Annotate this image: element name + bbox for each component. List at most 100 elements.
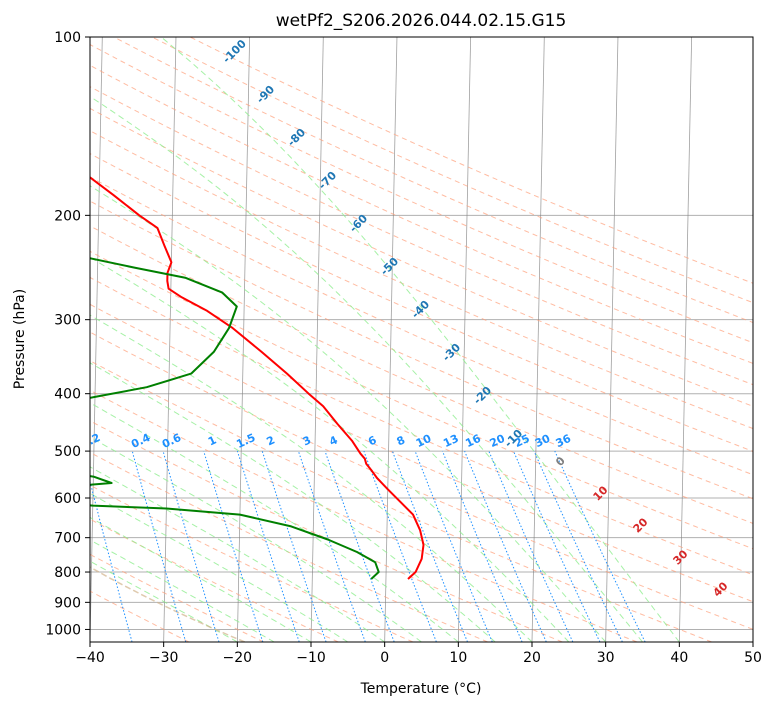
- dry-adiabat-label: -80: [285, 126, 308, 149]
- x-tick-label: 0: [380, 650, 389, 666]
- mixing-ratio-line: [203, 450, 264, 642]
- dry-adiabat-line: [90, 590, 190, 642]
- dry-adiabat-line: [90, 86, 753, 386]
- dry-adiabat-line: [90, 130, 753, 430]
- dry-adiabat-label: -90: [254, 83, 277, 106]
- mixing-ratio-label: 10: [414, 432, 434, 450]
- y-tick-label: 500: [54, 444, 81, 460]
- dry-adiabat-line: [90, 200, 753, 500]
- isotherm-line: [531, 37, 545, 642]
- moist-adiabat-line: [90, 256, 570, 642]
- dry-adiabat-label: 20: [631, 515, 651, 535]
- moist-adiabat-line: [90, 185, 607, 642]
- mixing-ratio-line: [363, 450, 437, 642]
- moist-adiabat-line: [160, 37, 680, 642]
- dry-adiabat-label: -30: [440, 341, 463, 364]
- moist-adiabat-line: [90, 436, 422, 642]
- mixing-ratio-line: [261, 450, 327, 642]
- dry-adiabat-line: [90, 276, 753, 576]
- dry-adiabat-line: [90, 176, 753, 476]
- x-tick-label: 40: [670, 650, 688, 666]
- temperature-line: [90, 176, 425, 580]
- dry-adiabat-line: [90, 331, 753, 630]
- mixing-ratio-label: 36: [554, 432, 574, 450]
- x-tick-label: 30: [597, 650, 615, 666]
- mixing-ratio-label: 0.6: [160, 431, 183, 451]
- mixing-ratio-label: 0.4: [129, 431, 152, 451]
- x-axis-ticks: −40 −30 −20 −10 0 10 20 30 40 50: [75, 642, 762, 666]
- isotherm-line: [752, 622, 753, 642]
- mixing-ratio-label: 13: [441, 432, 460, 450]
- dry-adiabat-label: -100: [220, 37, 249, 66]
- isotherm-line: [310, 37, 324, 642]
- mixing-ratio-line: [236, 450, 300, 642]
- x-tick-label: 50: [744, 650, 762, 666]
- y-tick-label: 900: [54, 595, 81, 611]
- y-axis-label: Pressure (hPa): [12, 289, 28, 389]
- mixing-ratio-label: 3: [301, 433, 313, 448]
- mixing-ratio-line: [442, 450, 523, 642]
- profile-lines: [90, 176, 425, 580]
- moist-adiabat-line: [90, 314, 533, 642]
- mixing-ratio-line: [554, 450, 646, 642]
- mixing-ratio-line: [90, 479, 133, 642]
- dry-adiabat-label: 0: [553, 454, 568, 469]
- isotherm-line: [457, 37, 472, 642]
- moist-adiabat-line: [90, 560, 238, 642]
- mixing-ratio-label: 8: [395, 433, 407, 448]
- x-axis-label: Temperature (°C): [360, 681, 482, 697]
- moist-adiabat-line: [90, 362, 496, 642]
- dry-adiabat-line: [90, 250, 753, 550]
- mixing-ratio-label: 20: [488, 432, 508, 450]
- mixing-ratio-label: 1.5: [234, 431, 257, 451]
- dry-adiabat-label: -20: [471, 384, 494, 407]
- dry-adiabat-label: 30: [671, 547, 691, 567]
- moist-adiabat-line: [90, 492, 349, 642]
- isotherm-line: [163, 37, 177, 642]
- mixing-ratio-line: [162, 450, 220, 642]
- y-tick-label: 800: [54, 565, 81, 581]
- dry-adiabat-line: [90, 225, 753, 524]
- isotherm-line: [678, 37, 693, 642]
- x-tick-label: −40: [75, 650, 105, 666]
- background-lines: [90, 37, 753, 642]
- mixing-ratio-label: 4: [327, 433, 340, 448]
- dry-adiabat-line: [90, 107, 753, 407]
- dry-adiabat-line: [151, 37, 753, 304]
- mixing-ratio-line: [297, 450, 366, 642]
- isotherm-line: [236, 37, 251, 642]
- isotherm-line: [605, 37, 619, 642]
- x-tick-label: 20: [523, 650, 541, 666]
- x-tick-label: −10: [296, 650, 326, 666]
- dry-adiabat-line: [90, 303, 753, 603]
- isotherm-line: [384, 37, 398, 642]
- mixing-ratio-line: [513, 450, 601, 642]
- dewpoint-line: [90, 257, 380, 580]
- mixing-ratio-label: 25: [512, 432, 531, 450]
- dry-adiabat-line: [90, 389, 638, 642]
- mixing-ratio-line: [391, 450, 468, 642]
- y-tick-label: 400: [54, 387, 81, 403]
- line-labels: 0.1 0.2 0.4 0.6 1 1.5 2 3 4 6 8 10 13 16 20 25 30 36-100-…: [90, 37, 731, 600]
- dry-adiabat-line: [113, 37, 753, 324]
- moist-adiabat-line: [90, 95, 643, 642]
- x-tick-label: 10: [449, 650, 467, 666]
- dry-adiabat-line: [90, 484, 414, 642]
- mixing-ratio-label: 2: [265, 433, 277, 448]
- y-tick-label: 300: [54, 313, 81, 329]
- dry-adiabat-label: 40: [711, 579, 731, 599]
- dry-adiabat-line: [90, 360, 712, 642]
- y-tick-label: 1000: [45, 622, 81, 638]
- mixing-ratio-line: [488, 450, 574, 642]
- y-tick-label: 200: [54, 208, 81, 224]
- y-tick-label: 600: [54, 491, 81, 507]
- dry-adiabat-line: [90, 64, 753, 364]
- lcl-curve-line: [90, 566, 245, 642]
- mixing-ratio-line: [324, 450, 395, 642]
- dry-adiabat-label: -50: [378, 255, 401, 278]
- mixing-ratio-label: 30: [533, 432, 553, 450]
- moist-adiabat-line: [90, 466, 385, 642]
- dry-adiabat-line: [189, 37, 753, 284]
- mixing-ratio-line: [414, 450, 493, 642]
